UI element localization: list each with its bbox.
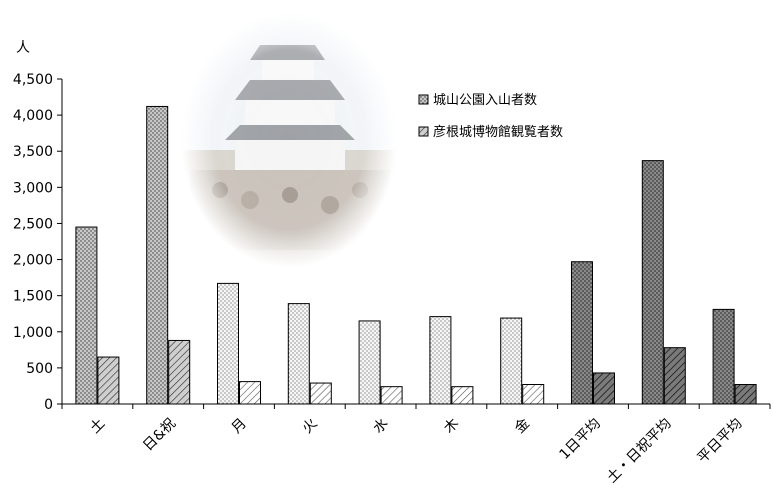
legend-label: 彦根城博物館観覧者数	[433, 124, 563, 140]
y-tick-label: 1,500	[13, 289, 53, 305]
x-tick-label: 木	[441, 416, 462, 437]
x-tick-label: 土	[87, 416, 108, 437]
castle-photo-vignette	[180, 10, 400, 270]
bar-museum-visitors	[239, 381, 261, 405]
bar-park-visitors	[217, 282, 239, 405]
y-tick-label: 4,000	[13, 108, 53, 124]
bar-museum-visitors	[734, 384, 757, 405]
y-tick-label: 2,000	[13, 253, 53, 269]
bar-museum-visitors	[380, 386, 403, 405]
y-tick-label: 3,000	[13, 180, 53, 196]
y-tick-label: 4,500	[13, 72, 53, 88]
bar-park-visitors	[429, 316, 452, 405]
bar-museum-visitors	[522, 384, 545, 405]
bar-museum-visitors	[451, 386, 474, 405]
bar-park-visitors	[641, 160, 664, 405]
bar-park-visitors	[75, 226, 98, 405]
bar-museum-visitors	[593, 372, 615, 405]
bar-park-visitors	[287, 303, 310, 405]
x-tick-label: 火	[299, 416, 320, 437]
bar-museum-visitors	[663, 347, 686, 405]
bar-museum-visitors	[97, 356, 120, 405]
y-tick-label: 2,500	[13, 216, 53, 232]
y-tick-label: 500	[26, 361, 53, 377]
y-tick-label: 3,500	[13, 144, 53, 160]
y-tick-label: 1,000	[13, 325, 53, 341]
y-tick-label: 0	[44, 397, 53, 413]
x-tick-label: 水	[370, 416, 391, 437]
bar-park-visitors	[571, 261, 593, 405]
x-tick-label: 月	[229, 416, 250, 437]
x-tick-label: 金	[512, 416, 533, 437]
legend-swatch	[418, 126, 429, 137]
legend-swatch	[418, 94, 429, 105]
bar-park-visitors	[358, 320, 381, 405]
bar-park-visitors	[712, 308, 735, 405]
legend-label: 城山公園入山者数	[433, 93, 537, 108]
bar-park-visitors	[146, 105, 169, 405]
bar-museum-visitors	[309, 382, 332, 405]
bar-park-visitors	[500, 317, 523, 405]
x-tick-label: 日&祝	[140, 416, 179, 455]
x-tick-label: 1日平均	[557, 416, 604, 463]
x-tick-label: 土・日祝平均	[604, 416, 675, 487]
bar-museum-visitors	[168, 339, 191, 405]
x-tick-label: 平日平均	[695, 416, 746, 467]
y-unit-label: 人	[16, 40, 30, 56]
